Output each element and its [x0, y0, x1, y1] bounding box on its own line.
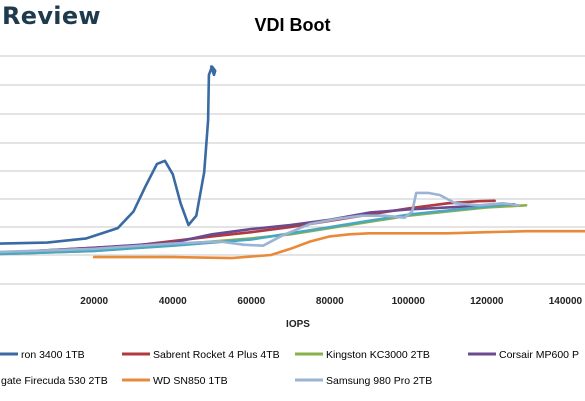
legend-item: Kingston KC3000 2TB	[295, 349, 430, 361]
x-tick-labels: 20000 40000 60000 80000 100000 120000 140000	[80, 296, 582, 307]
x-tick-label: 20000	[80, 296, 108, 307]
x-tick-label: 40000	[159, 296, 187, 307]
legend-label: Corsair MP600 P	[499, 349, 579, 361]
brand-logo-text: Review	[2, 2, 101, 30]
chart-title: VDI Boot	[254, 15, 331, 35]
series-line-wd-sn850-1tb	[92, 229, 585, 260]
series-line-samsung-980-pro-2tb	[0, 191, 520, 254]
legend-item: gate Firecuda 530 2TB	[1, 375, 108, 387]
legend-label: gate Firecuda 530 2TB	[1, 375, 108, 387]
legend-item: Samsung 980 Pro 2TB	[295, 375, 432, 387]
x-tick-label: 80000	[316, 296, 344, 307]
x-tick-label: 120000	[470, 296, 504, 307]
legend-label: Samsung 980 Pro 2TB	[326, 375, 432, 387]
legend-item: WD SN850 1TB	[122, 375, 228, 387]
series-line-micron-3400-1tb	[0, 65, 217, 245]
legend-label: Kingston KC3000 2TB	[326, 349, 430, 361]
legend-label: Sabrent Rocket 4 Plus 4TB	[153, 349, 280, 361]
legend-item: ron 3400 1TB	[0, 349, 85, 361]
legend-item: Corsair MP600 P	[468, 349, 579, 361]
x-axis-label: IOPS	[286, 319, 310, 330]
series-line-seagate-firecuda-530-2tb	[0, 203, 512, 256]
series-lines	[0, 65, 585, 260]
x-tick-label: 60000	[237, 296, 265, 307]
x-tick-label: 100000	[392, 296, 426, 307]
legend: ron 3400 1TB Sabrent Rocket 4 Plus 4TB Kin…	[0, 349, 579, 387]
legend-label: WD SN850 1TB	[153, 375, 228, 387]
x-tick-label: 140000	[549, 296, 583, 307]
legend-item: Sabrent Rocket 4 Plus 4TB	[122, 349, 280, 361]
legend-label: ron 3400 1TB	[21, 349, 85, 361]
